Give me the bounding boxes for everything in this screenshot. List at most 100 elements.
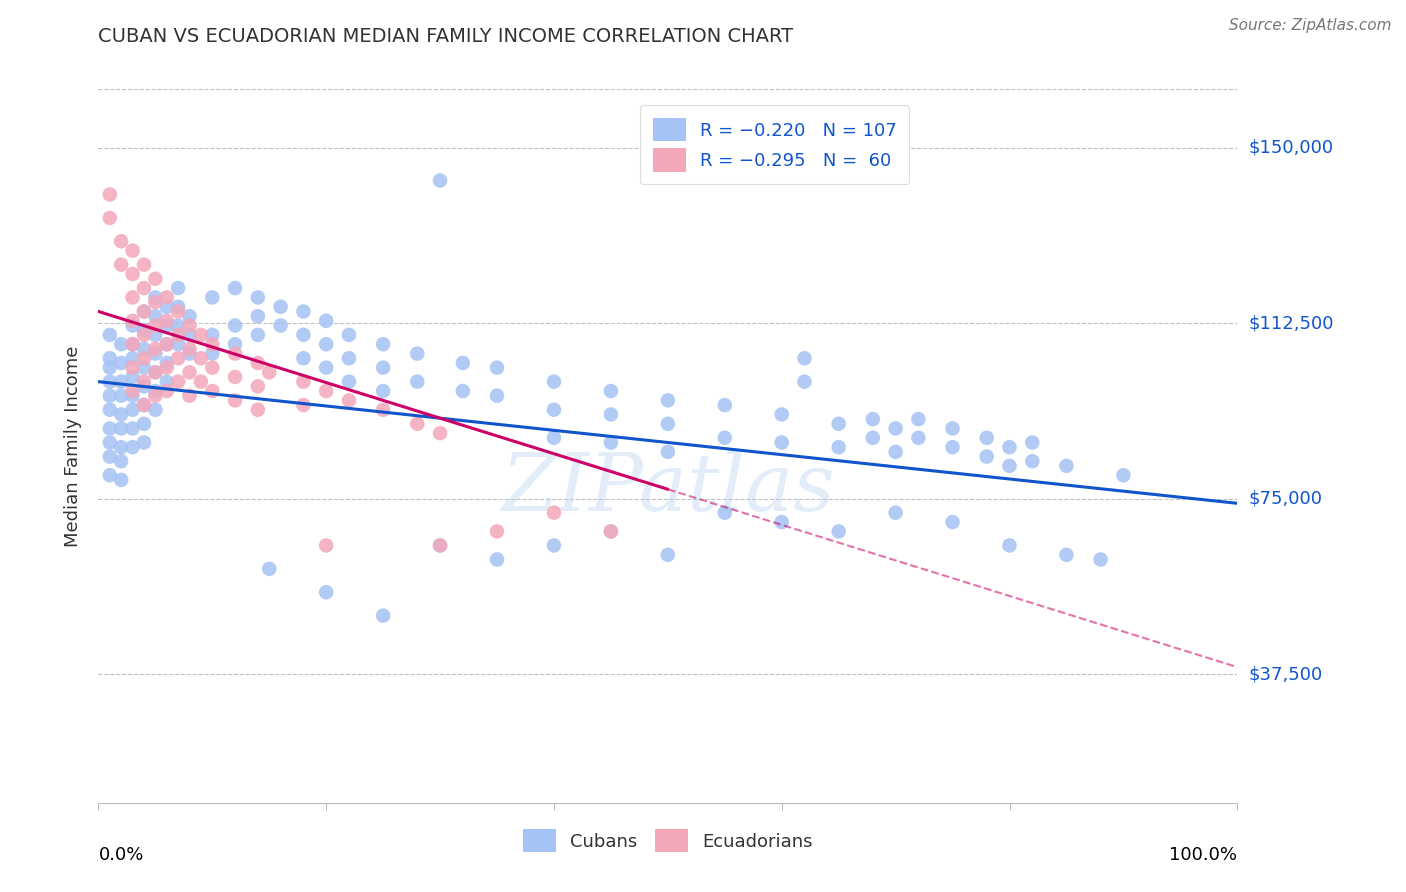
Point <box>98 435 121 450</box>
Point <box>942 421 965 435</box>
Point <box>907 412 929 426</box>
Point <box>543 431 565 445</box>
Point <box>315 384 337 398</box>
Point <box>828 440 851 454</box>
Point <box>371 384 394 398</box>
Point <box>132 351 155 366</box>
Point <box>110 421 132 435</box>
Point <box>1054 548 1078 562</box>
Point <box>145 309 167 323</box>
Point <box>337 327 360 342</box>
Point <box>770 515 793 529</box>
Point <box>132 379 155 393</box>
Point <box>98 450 121 464</box>
Point <box>246 290 269 304</box>
Point <box>98 211 121 225</box>
Point <box>121 360 143 375</box>
Point <box>246 356 269 370</box>
Point <box>167 327 190 342</box>
Point <box>600 524 623 539</box>
Point <box>132 281 155 295</box>
Point <box>110 337 132 351</box>
Point <box>156 375 179 389</box>
Point <box>145 295 167 310</box>
Point <box>429 173 451 187</box>
Point <box>98 351 121 366</box>
Point <box>156 318 179 333</box>
Point <box>337 351 360 366</box>
Point <box>998 538 1021 552</box>
Point <box>98 468 121 483</box>
Point <box>190 351 212 366</box>
Point <box>657 445 679 459</box>
Point <box>657 548 679 562</box>
Point <box>1090 552 1112 566</box>
Point <box>132 435 155 450</box>
Point <box>292 304 315 318</box>
Point <box>110 389 132 403</box>
Point <box>98 360 121 375</box>
Point <box>110 234 132 248</box>
Point <box>132 417 155 431</box>
Point <box>770 435 793 450</box>
Point <box>145 290 167 304</box>
Point <box>486 389 509 403</box>
Point <box>201 360 224 375</box>
Point <box>371 360 394 375</box>
Point <box>145 318 167 333</box>
Point <box>224 393 246 408</box>
Point <box>862 412 884 426</box>
Point <box>132 375 155 389</box>
Point <box>132 398 155 412</box>
Point <box>121 440 143 454</box>
Point <box>259 365 281 379</box>
Point <box>371 608 394 623</box>
Point <box>156 384 179 398</box>
Point <box>121 267 143 281</box>
Point <box>167 281 190 295</box>
Point <box>292 398 315 412</box>
Point <box>121 351 143 366</box>
Point <box>110 408 132 422</box>
Point <box>156 300 179 314</box>
Point <box>998 440 1021 454</box>
Point <box>145 365 167 379</box>
Point <box>292 375 315 389</box>
Text: 0.0%: 0.0% <box>98 846 143 863</box>
Point <box>201 346 224 360</box>
Point <box>315 314 337 328</box>
Point <box>190 327 212 342</box>
Point <box>406 346 429 360</box>
Point <box>156 314 179 328</box>
Point <box>179 327 201 342</box>
Point <box>145 384 167 398</box>
Point <box>259 562 281 576</box>
Point <box>201 290 224 304</box>
Point <box>145 271 167 285</box>
Point <box>770 408 793 422</box>
Point <box>156 337 179 351</box>
Point <box>486 552 509 566</box>
Text: CUBAN VS ECUADORIAN MEDIAN FAMILY INCOME CORRELATION CHART: CUBAN VS ECUADORIAN MEDIAN FAMILY INCOME… <box>98 27 793 45</box>
Point <box>1112 468 1135 483</box>
Point <box>486 360 509 375</box>
Legend: Cubans, Ecuadorians: Cubans, Ecuadorians <box>510 817 825 865</box>
Point <box>179 365 201 379</box>
Point <box>429 426 451 441</box>
Point <box>121 337 143 351</box>
Text: $75,000: $75,000 <box>1249 490 1323 508</box>
Text: $37,500: $37,500 <box>1249 665 1323 683</box>
Point <box>145 342 167 356</box>
Point <box>110 258 132 272</box>
Point <box>201 384 224 398</box>
Point <box>942 515 965 529</box>
Point <box>828 417 851 431</box>
Point <box>371 402 394 417</box>
Point <box>110 356 132 370</box>
Point <box>315 360 337 375</box>
Y-axis label: Median Family Income: Median Family Income <box>65 345 83 547</box>
Point <box>179 389 201 403</box>
Point <box>121 290 143 304</box>
Point <box>429 538 451 552</box>
Point <box>224 346 246 360</box>
